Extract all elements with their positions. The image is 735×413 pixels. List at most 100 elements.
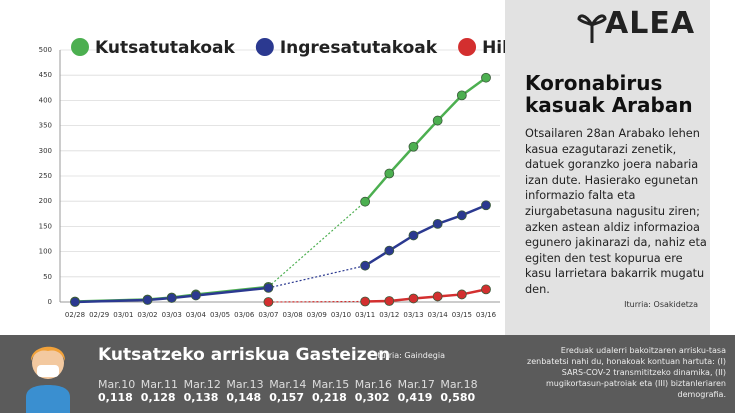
risk-value: 0,218 — [312, 391, 347, 404]
x-tick-label: 02/29 — [89, 311, 109, 319]
gap-connector — [74, 298, 148, 304]
y-tick-label: 450 — [39, 71, 52, 79]
risk-date: Mar.15 — [312, 378, 350, 391]
person-icon — [26, 346, 70, 413]
risk-value: 0,138 — [183, 391, 219, 404]
legend-label: Ingresatutakoak — [280, 38, 438, 58]
x-tick-label: 03/03 — [162, 311, 182, 319]
data-point — [190, 290, 201, 301]
logo: ALEA — [605, 6, 696, 41]
x-tick-label: 03/05 — [210, 311, 230, 319]
x-tick-label: 02/28 — [65, 311, 85, 319]
data-point — [456, 210, 467, 221]
risk-column: Mar.18 0,580 — [440, 378, 482, 404]
risk-value: 0,580 — [440, 391, 476, 404]
risk-column: Mar.17 0,419 — [398, 378, 440, 404]
data-point — [142, 295, 153, 305]
risk-date: Mar.11 — [140, 378, 179, 391]
logo-sprout — [577, 14, 607, 43]
risk-column: Mar.11 0,128 — [141, 378, 183, 404]
risk-title: Kutsatzeko arriskua Gasteizen — [98, 345, 391, 365]
risk-date: Mar.14 — [269, 378, 307, 391]
panel-body: Otsailaren 28an Arabako lehen kasua ezag… — [525, 127, 707, 296]
gap-connector — [268, 201, 366, 288]
risk-band: Kutsatzeko arriskua Gasteizen Iturria: G… — [0, 335, 735, 413]
x-tick-label: 03/13 — [403, 311, 423, 319]
data-point — [263, 297, 274, 307]
x-tick-label: 03/10 — [331, 311, 351, 319]
series-line — [365, 288, 487, 303]
data-point — [432, 115, 443, 126]
risk-column: Mar.13 0,148 — [226, 378, 268, 404]
gap-connector — [268, 300, 366, 303]
risk-column: Mar.10 0,118 — [98, 378, 140, 404]
x-tick-label: 03/07 — [258, 311, 278, 319]
x-tick-label: 03/11 — [355, 311, 375, 319]
x-tick-label: 03/16 — [476, 311, 497, 319]
risk-value: 0,118 — [98, 391, 133, 404]
risk-date: Mar.17 — [397, 378, 435, 391]
x-tick-label: 03/15 — [452, 311, 472, 319]
x-tick-label: 03/09 — [307, 311, 327, 319]
panel-title: Koronabirus kasuak Araban — [525, 71, 693, 117]
chart: 0 50 100 150 200 250 300 350 400 450 500 02/28 02/29… — [39, 38, 505, 319]
gap-connector — [195, 286, 269, 297]
data-point — [481, 200, 491, 211]
risk-value: 0,148 — [226, 391, 262, 404]
y-tick-label: 250 — [39, 172, 52, 180]
data-point — [263, 282, 274, 293]
data-point — [408, 141, 419, 152]
risk-value: 0,128 — [140, 391, 176, 404]
risk-value: 0,419 — [397, 391, 433, 404]
data-point — [408, 293, 419, 304]
y-tick-label: 200 — [39, 197, 52, 205]
risk-column: Mar.16 0,302 — [355, 378, 397, 404]
data-point — [432, 291, 443, 302]
data-point — [384, 296, 395, 306]
legend-label: Kutsatutakoak — [95, 38, 236, 58]
x-tick-label: 03/02 — [137, 311, 157, 319]
y-tick-label: 400 — [39, 96, 52, 104]
risk-column: Mar.15 0,218 — [312, 378, 354, 404]
data-point — [481, 72, 491, 83]
data-point — [166, 293, 177, 303]
risk-value: 0,157 — [269, 391, 304, 404]
data-point — [360, 296, 371, 307]
y-tick-label: 350 — [39, 122, 52, 130]
data-point — [481, 284, 491, 295]
x-tick-label: 03/04 — [186, 311, 207, 319]
legend-label: Hildakoak — [482, 38, 505, 58]
risk-date: Mar.10 — [98, 378, 136, 391]
data-point — [70, 297, 80, 307]
risk-date: Mar.18 — [440, 378, 478, 391]
y-tick-label: 0 — [48, 298, 52, 306]
legend-marker — [71, 38, 89, 56]
side-panel: ALEA Koronabirus kasuak Araban Otsailare… — [505, 0, 710, 335]
risk-value: 0,302 — [354, 391, 390, 404]
y-tick-label: 50 — [43, 273, 52, 281]
x-tick-label: 03/12 — [379, 311, 399, 319]
data-point — [384, 168, 395, 179]
legend-marker — [458, 38, 477, 56]
panel-source: Iturria: Osakidetza — [624, 300, 698, 309]
x-tick-label: 03/01 — [113, 311, 133, 319]
risk-date: Mar.13 — [226, 378, 264, 391]
data-point — [456, 289, 467, 300]
data-point — [408, 230, 419, 241]
risk-note: Ereduak udalerri bakoitzaren arrisku-tas… — [527, 346, 726, 399]
data-point — [360, 260, 371, 271]
data-point — [384, 245, 395, 256]
legend-marker — [255, 38, 274, 56]
y-tick-label: 300 — [39, 147, 52, 155]
data-point — [456, 90, 467, 101]
risk-date: Mar.16 — [354, 378, 393, 391]
data-point — [360, 196, 371, 207]
risk-column: Mar.12 0,138 — [184, 378, 226, 404]
gap-connector — [268, 265, 366, 289]
y-tick-label: 500 — [39, 46, 52, 54]
y-tick-label: 100 — [39, 248, 52, 256]
series-line — [364, 204, 487, 267]
series-line — [364, 76, 487, 203]
x-tick-label: 03/14 — [428, 311, 449, 319]
